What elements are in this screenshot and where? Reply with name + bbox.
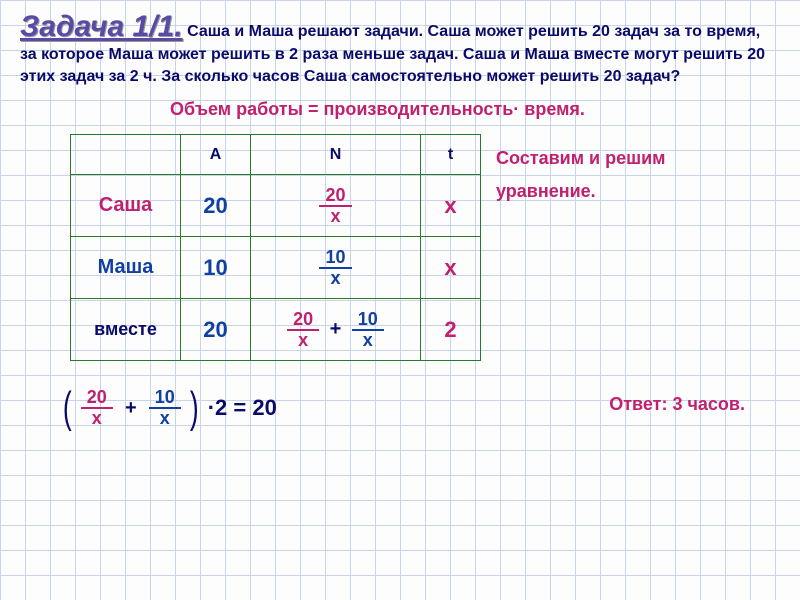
row-together-a: 20 [181,299,251,361]
row-sasha-a: 20 [181,175,251,237]
row-sasha-t: x [421,175,481,237]
paren-open: ( [63,383,72,433]
row-sasha-n: 20 x [251,175,421,237]
fraction: 10 x [149,388,181,428]
fraction: 20 x [81,388,113,428]
work-table: A N t Саша 20 20 x x Маша 10 [70,134,481,361]
side-text: Составим и решим уравнение. [496,134,666,207]
work-formula: Объем работы = производительность· время… [170,99,780,120]
mult: ·2 [208,395,228,420]
main-row: A N t Саша 20 20 x x Маша 10 [20,134,780,361]
table-header-row: A N t [71,135,481,175]
fraction: 20 x [319,186,351,226]
answer: Ответ: 3 часов. [609,394,745,415]
fraction: 10 x [319,248,351,288]
table-row: Маша 10 10 x x [71,237,481,299]
table-row: Саша 20 20 x x [71,175,481,237]
row-together-t: 2 [421,299,481,361]
header-name [71,135,181,175]
plus-sign: + [125,397,137,419]
rhs: 20 [252,395,276,420]
plus-sign: + [330,318,342,340]
paren-close: ) [190,383,199,433]
problem-block: Задача 1/1. Саша и Маша решают задачи. С… [20,10,780,87]
header-t: t [421,135,481,175]
row-sasha-name: Саша [71,175,181,237]
row-together-name: вместе [71,299,181,361]
row-masha-name: Маша [71,237,181,299]
row-masha-a: 10 [181,237,251,299]
header-a: A [181,135,251,175]
fraction: 20 x [287,310,319,350]
row-together-n: 20 x + 10 x [251,299,421,361]
equals: = [233,395,246,420]
side-line1: Составим и решим [496,142,666,174]
fraction: 10 x [352,310,384,350]
side-line2: уравнение. [496,175,666,207]
header-n: N [251,135,421,175]
table-row: вместе 20 20 x + 10 x 2 [71,299,481,361]
row-masha-n: 10 x [251,237,421,299]
task-title: Задача 1/1. [20,10,183,43]
row-masha-t: x [421,237,481,299]
